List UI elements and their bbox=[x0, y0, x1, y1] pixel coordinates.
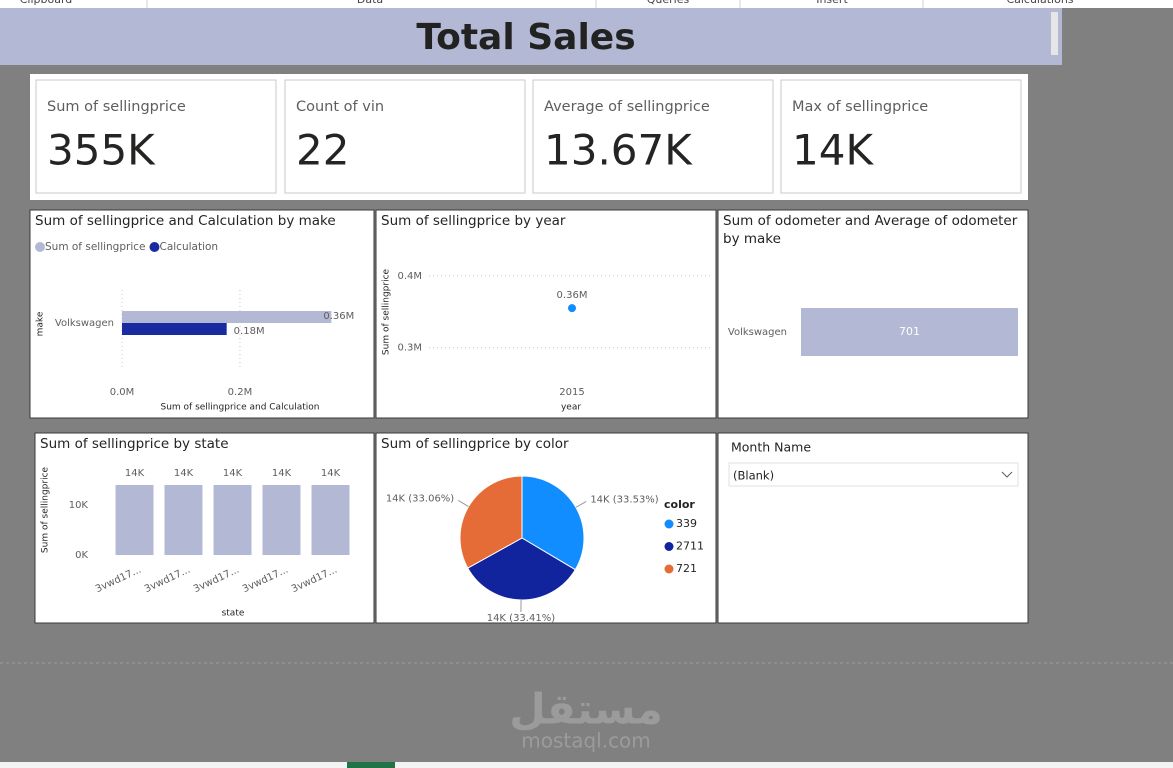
y-tick-label: Volkswagen bbox=[55, 318, 114, 329]
y-tick-label: 10K bbox=[69, 500, 89, 511]
x-tick-label: 2015 bbox=[559, 387, 584, 398]
card bbox=[35, 79, 277, 194]
data-label: 0.36M bbox=[323, 311, 354, 322]
legend-marker bbox=[35, 242, 45, 252]
legend-marker bbox=[664, 564, 674, 574]
x-axis-title: year bbox=[561, 403, 581, 413]
watermark-site: mostaql.com bbox=[521, 729, 651, 753]
card-value: 355K bbox=[47, 126, 156, 175]
ribbon-strip bbox=[0, 0, 1173, 8]
legend-label: 339 bbox=[676, 517, 697, 530]
data-point bbox=[568, 304, 576, 313]
ribbon-group-label: Data bbox=[357, 0, 383, 6]
card-label: Sum of sellingprice bbox=[47, 99, 186, 115]
data-label: 701 bbox=[899, 325, 920, 338]
data-label: 14K bbox=[125, 468, 145, 479]
visual-title: Sum of odometer and Average of odometer … bbox=[723, 213, 1018, 247]
bar bbox=[164, 485, 203, 555]
header-band bbox=[0, 8, 1062, 65]
card bbox=[532, 79, 774, 194]
y-axis-title: Sum of sellingprice bbox=[41, 466, 51, 553]
visual-panel bbox=[34, 432, 375, 624]
visual-title-box: Sum of odometer and Average of odometer … bbox=[723, 213, 1018, 247]
card-value: 22 bbox=[296, 126, 349, 175]
slicer-panel bbox=[717, 432, 1029, 624]
ribbon-group-label: Queries bbox=[647, 0, 690, 6]
x-axis-title: Sum of sellingprice and Calculation bbox=[161, 403, 320, 413]
card-label: Count of vin bbox=[296, 99, 384, 115]
header-title: Total Sales bbox=[416, 17, 635, 58]
dropdown-chevron bbox=[1001, 471, 1013, 478]
card-label: Max of sellingprice bbox=[792, 99, 928, 115]
bar bbox=[213, 485, 252, 555]
visual-title-box: Sum of sellingprice by state bbox=[40, 436, 229, 452]
card-value: 14K bbox=[792, 126, 874, 175]
y-tick-label: 0.4M bbox=[397, 271, 422, 282]
data-label: 14K (33.41%) bbox=[487, 613, 555, 624]
slicer-title: Month Name bbox=[731, 440, 811, 455]
visual-title: Sum of sellingprice and Calculation by m… bbox=[35, 213, 336, 229]
y-axis-title: make bbox=[36, 311, 46, 336]
legend-marker bbox=[664, 519, 674, 529]
legend-marker bbox=[664, 542, 674, 551]
pie-slice bbox=[459, 475, 523, 569]
visual-title: Sum of sellingprice by color bbox=[381, 436, 569, 452]
y-tick-label: Volkswagen bbox=[728, 327, 787, 338]
legend-marker bbox=[149, 242, 160, 252]
data-label: 14K (33.53%) bbox=[590, 494, 658, 505]
active-tab[interactable] bbox=[347, 762, 395, 768]
visual-title-box: Sum of sellingprice by year bbox=[381, 213, 566, 229]
ribbon-group-label: Clipboard bbox=[20, 0, 73, 6]
bar bbox=[122, 323, 227, 335]
slicer-dropdown[interactable] bbox=[728, 462, 1019, 487]
bar bbox=[122, 311, 332, 323]
visual-title: Sum of sellingprice by year bbox=[381, 213, 566, 229]
data-label: 0.18M bbox=[234, 326, 265, 337]
scrollbar bbox=[1051, 12, 1058, 55]
y-axis-title: Sum of sellingprice bbox=[382, 268, 392, 355]
data-label: 14K bbox=[321, 468, 341, 479]
data-label: 14K bbox=[272, 468, 292, 479]
legend-label: 2711 bbox=[676, 540, 704, 553]
y-tick-label: 0K bbox=[75, 550, 88, 561]
x-tick-label: 0.0M bbox=[110, 387, 135, 398]
card bbox=[284, 79, 526, 194]
ribbon-group-label: Insert bbox=[816, 0, 848, 6]
legend-label: Sum of sellingprice bbox=[45, 241, 145, 253]
leader-line bbox=[575, 500, 587, 508]
leader-line bbox=[457, 500, 469, 507]
bar bbox=[801, 308, 1018, 356]
slicer-selected: (Blank) bbox=[733, 469, 774, 483]
x-tick-label: 0.2M bbox=[228, 387, 253, 398]
legend-title: color bbox=[664, 498, 695, 511]
visual-panel bbox=[375, 209, 717, 419]
y-tick-label: 0.3M bbox=[397, 343, 422, 354]
card-value: 13.67K bbox=[544, 126, 693, 175]
card bbox=[780, 79, 1022, 194]
watermark-logo: مستقل bbox=[509, 685, 663, 734]
pie-slice bbox=[521, 475, 585, 571]
bar bbox=[115, 485, 154, 555]
legend-label: 721 bbox=[676, 562, 697, 575]
sheet-tabs bbox=[0, 762, 1173, 768]
bar bbox=[311, 485, 350, 555]
data-label: 14K (33.06%) bbox=[386, 493, 454, 504]
visual-title-box: Sum of sellingprice by color bbox=[381, 436, 569, 452]
data-label: 0.36M bbox=[557, 290, 588, 301]
card-label: Average of sellingprice bbox=[544, 99, 710, 115]
ribbon-separators bbox=[146, 0, 924, 8]
data-label: 14K bbox=[174, 468, 194, 479]
x-axis-title: state bbox=[222, 609, 245, 619]
legend-label: Calculation bbox=[159, 241, 218, 253]
ribbon-group-label: Calculations bbox=[1006, 0, 1073, 6]
visual-title-box: Sum of sellingprice and Calculation by m… bbox=[35, 213, 336, 229]
bar bbox=[262, 485, 301, 555]
data-label: 14K bbox=[223, 468, 243, 479]
visual-title: Sum of sellingprice by state bbox=[40, 436, 229, 452]
